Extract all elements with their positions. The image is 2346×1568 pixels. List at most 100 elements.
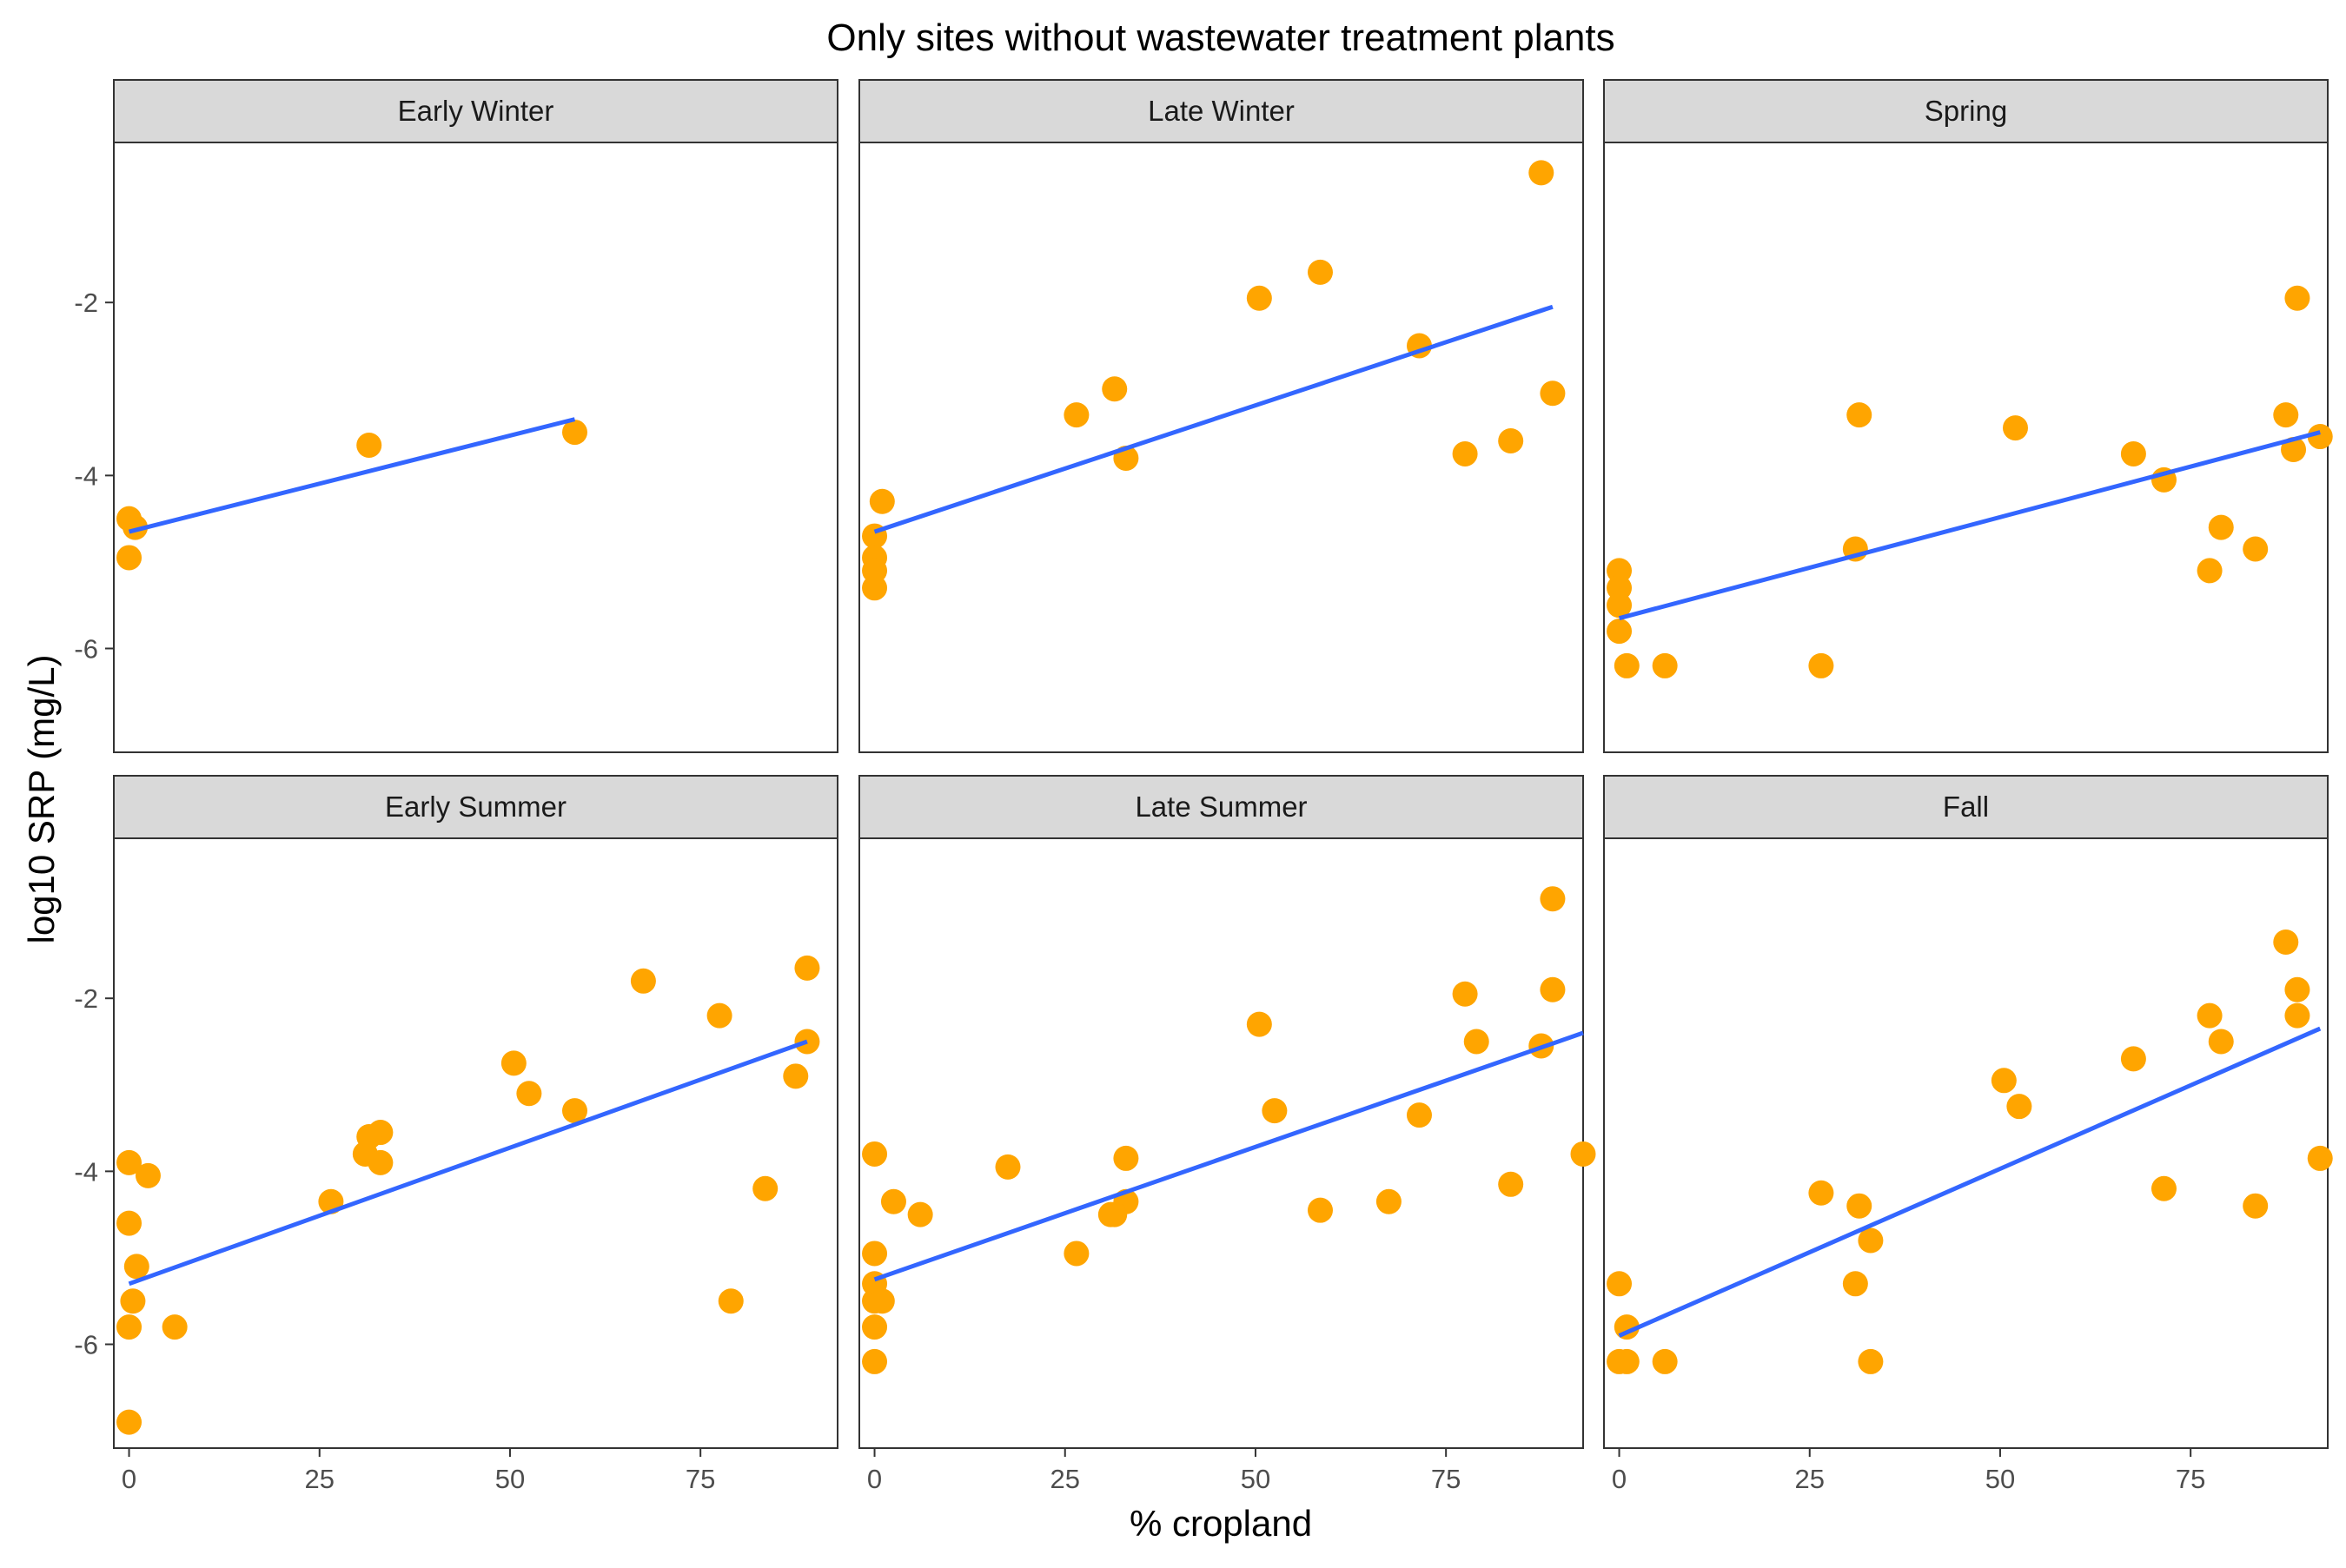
data-point — [1102, 376, 1128, 402]
data-point — [561, 420, 587, 446]
data-point — [1064, 1241, 1090, 1267]
data-point — [862, 558, 888, 584]
facet-strip-label: Spring — [1925, 95, 2007, 127]
y-axis-tick-label: -2 — [74, 288, 98, 318]
facet-strip-label: Early Summer — [385, 791, 567, 823]
data-point — [2284, 976, 2310, 1002]
regression-line — [1618, 1026, 2322, 1338]
data-point — [718, 1288, 744, 1314]
x-axis-tick-label: 50 — [495, 1464, 525, 1494]
data-point — [1307, 259, 1333, 285]
facet-plot-area — [1603, 837, 2329, 1449]
data-point — [2120, 440, 2146, 466]
facet-strip-label: Fall — [1943, 791, 1989, 823]
y-axis-tick-label: -4 — [74, 460, 98, 491]
y-axis-tick-label: -6 — [74, 634, 98, 665]
data-point — [162, 1314, 188, 1340]
data-point — [706, 1002, 732, 1029]
data-point — [1498, 1171, 1524, 1197]
data-point — [862, 1314, 888, 1340]
data-point — [1858, 1227, 1884, 1254]
data-point — [862, 1348, 888, 1374]
chart-title: Only sites without wastewater treatment … — [826, 17, 1614, 59]
facet-panel: Early Winter -2 -4 -6 — [74, 79, 838, 753]
data-point — [2243, 1193, 2269, 1219]
y-axis-tick-label: -4 — [74, 1156, 98, 1187]
data-point — [1607, 592, 1633, 619]
data-point — [2273, 929, 2299, 955]
regression-line — [873, 304, 1554, 534]
data-point — [783, 1063, 809, 1089]
data-point — [1808, 1180, 1834, 1206]
x-axis-tick-label: 75 — [1431, 1464, 1461, 1494]
regression-line — [128, 1039, 808, 1287]
facet-plot-area — [113, 837, 838, 1449]
data-point — [1246, 285, 1272, 311]
data-point — [1452, 981, 1478, 1007]
data-point — [1846, 402, 1872, 428]
facet-panel: Early Summer 0 25 50 75 -2 -4 -6 — [74, 775, 838, 1494]
data-point — [2006, 1094, 2032, 1120]
data-point — [116, 1149, 142, 1175]
x-axis-tick-label: 0 — [1612, 1464, 1627, 1494]
data-point — [1607, 558, 1633, 584]
data-point — [794, 955, 820, 981]
facet-panel: Fall 0 25 50 75 — [1603, 775, 2333, 1494]
data-point — [120, 1288, 146, 1314]
data-point — [1246, 1011, 1272, 1037]
x-axis-tick-label: 25 — [305, 1464, 335, 1494]
data-point — [630, 968, 656, 994]
data-point — [2307, 1145, 2333, 1171]
facet-plot-area — [858, 837, 1584, 1449]
data-point — [1842, 1271, 1868, 1297]
y-axis-tick-label: -6 — [74, 1330, 98, 1360]
data-point — [1528, 160, 1554, 186]
facet-panel: Late Winter — [858, 79, 1584, 753]
data-point — [500, 1050, 527, 1076]
data-point — [752, 1175, 779, 1201]
data-point — [869, 488, 895, 514]
data-point — [1858, 1348, 1884, 1374]
x-axis-tick-label: 75 — [2176, 1464, 2205, 1494]
data-point — [135, 1162, 161, 1188]
data-point — [1406, 1102, 1432, 1128]
data-point — [862, 1141, 888, 1167]
data-point — [1463, 1029, 1489, 1055]
data-point — [1540, 886, 1566, 912]
x-axis-tick-label: 50 — [1985, 1464, 2015, 1494]
data-point — [1498, 428, 1524, 454]
data-point — [1570, 1141, 1596, 1167]
data-point — [2197, 1002, 2223, 1029]
data-point — [116, 1210, 142, 1236]
data-point — [356, 433, 382, 459]
data-point — [907, 1201, 933, 1227]
data-point — [1991, 1068, 2017, 1094]
data-point — [995, 1154, 1021, 1180]
data-point — [2273, 402, 2299, 428]
data-point — [1846, 1193, 1872, 1219]
data-point — [368, 1149, 394, 1175]
data-point — [1808, 652, 1834, 678]
data-point — [2307, 424, 2333, 450]
facet-strip — [113, 775, 838, 839]
data-point — [2208, 514, 2234, 540]
data-point — [116, 545, 142, 571]
data-point — [561, 1098, 587, 1124]
data-point — [1607, 1271, 1633, 1297]
regression-line — [128, 417, 576, 534]
facet-strip — [1603, 775, 2329, 839]
data-point — [1607, 619, 1633, 645]
facet-strip — [858, 775, 1584, 839]
data-point — [1262, 1098, 1288, 1124]
data-point — [116, 1409, 142, 1435]
facet-strip-label: Early Winter — [398, 95, 554, 127]
data-point — [123, 514, 149, 540]
x-axis-tick-label: 25 — [1795, 1464, 1825, 1494]
data-point — [1375, 1188, 1402, 1214]
data-point — [869, 1288, 895, 1314]
x-axis-tick-label: 0 — [122, 1464, 136, 1494]
data-point — [862, 575, 888, 601]
data-point — [1113, 1145, 1139, 1171]
regression-line — [1618, 430, 2321, 621]
